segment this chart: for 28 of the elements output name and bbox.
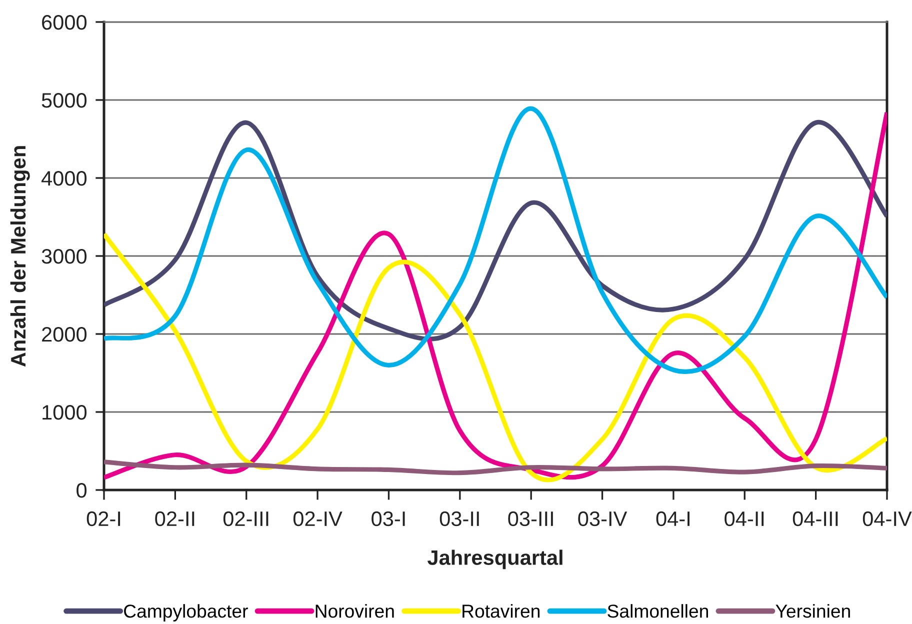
legend-label: Yersinien xyxy=(776,604,850,618)
x-tick-label: 03-I xyxy=(372,511,405,526)
x-tick-label: 04-I xyxy=(656,511,690,526)
legend-label: Noroviren xyxy=(316,604,394,618)
y-tick-label: 3000 xyxy=(42,249,87,264)
legend-label: Rotaviren xyxy=(462,604,540,618)
x-tick-label: 02-IV xyxy=(293,511,342,526)
x-tick-label: 03-III xyxy=(508,511,553,526)
y-tick-label: 5000 xyxy=(42,93,87,108)
x-tick-label: 04-II xyxy=(724,511,764,526)
y-tick-label: 0 xyxy=(76,483,87,498)
y-axis-title: Anzahl der Meldungen xyxy=(10,146,30,367)
y-tick-label: 1000 xyxy=(42,405,87,420)
x-tick-label: 04-IV xyxy=(862,511,912,526)
line-series xyxy=(104,460,887,476)
x-tick-label: 02-III xyxy=(223,511,268,526)
x-tick-label: 03-IV xyxy=(578,511,628,526)
x-tick-label: 02-II xyxy=(155,511,194,526)
legend-label: Salmonellen xyxy=(608,604,708,618)
x-tick-label: 03-II xyxy=(440,511,479,526)
y-tick-label: 4000 xyxy=(41,171,87,186)
y-tick-label: 2000 xyxy=(42,327,87,342)
line-series xyxy=(104,110,887,480)
legend-label: Campylobacter xyxy=(124,604,248,622)
y-tick-label: 6000 xyxy=(42,15,87,30)
x-axis-title: Jahresquartal xyxy=(428,550,562,570)
x-tick-label: 04-III xyxy=(792,511,838,526)
x-tick-label: 02-I xyxy=(86,511,120,526)
